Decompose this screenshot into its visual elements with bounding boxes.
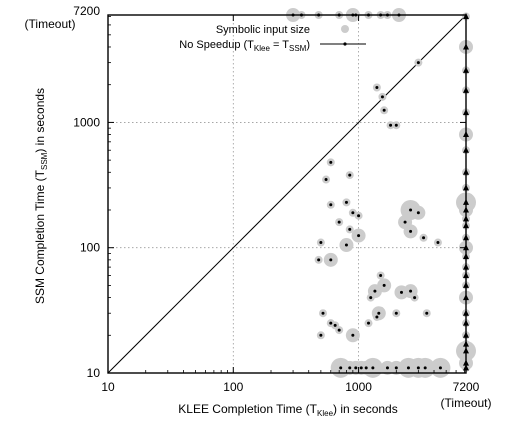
data-point [436,241,440,245]
data-point [385,366,389,370]
data-point [394,366,398,370]
legend-speedup-label: No Speedup (TKlee = TSSM) [179,39,310,53]
data-point [399,290,403,294]
data-point [375,315,379,319]
data-point [319,333,323,337]
data-point [319,241,323,245]
data-point [337,328,341,332]
data-point [416,366,420,370]
data-point [409,208,413,212]
data-point [425,311,429,315]
data-point [413,296,417,300]
data-point [344,243,348,247]
y-timeout-label: (Timeout) [25,17,76,31]
data-point [406,366,410,370]
y-tick-label: 1000 [73,115,100,129]
data-point [317,258,321,262]
data-point [423,366,427,370]
y-tick-label: 100 [80,241,100,255]
data-point [416,211,420,215]
data-point [371,366,375,370]
data-point [357,234,361,238]
data-point [348,227,352,231]
data-point [333,323,337,327]
data-point [389,123,393,127]
x-axis-label: KLEE Completion Time (TKlee) in seconds [178,402,397,418]
data-point [379,274,383,278]
data-point [403,220,407,224]
data-point [351,211,355,215]
data-point [337,220,341,224]
x-timeout-label: (Timeout) [441,396,492,410]
legend-size-label: Symbolic input size [216,24,310,36]
legend-speedup-marker [343,42,347,46]
data-point [348,366,352,370]
data-point [380,95,384,99]
x-tick-label: 1000 [345,380,372,394]
x-tick-label: 100 [223,380,243,394]
data-point [329,258,333,262]
data-point [324,178,328,182]
plot-frame [107,14,467,374]
data-point [367,321,371,325]
data-point [351,333,355,337]
data-point [329,160,333,164]
data-point [377,311,381,315]
data-point [369,296,373,300]
data-point [329,203,333,207]
data-point [359,366,363,370]
data-point [375,85,379,89]
legend-size-swatch [341,25,349,33]
data-point [329,321,333,325]
data-point [394,311,398,315]
x-tick-label: 7200 [453,380,480,394]
no-speedup-line-layer [107,14,467,374]
y-tick-label: 10 [87,366,101,380]
data-point [321,311,325,315]
y-axis-label: SSM Completion Time (TSSM) in seconds [33,88,49,304]
data-point [409,289,413,293]
data-point [354,366,358,370]
legend: Symbolic input size No Speedup (TKlee = … [179,24,366,53]
data-point [364,366,368,370]
data-point [422,236,426,240]
bubble-layer [286,8,476,378]
no-speedup-line [107,14,467,374]
y-tick-label: 7200 [73,4,100,18]
data-point [409,229,413,233]
data-point [339,366,343,370]
data-point [438,366,442,370]
data-point [416,61,420,65]
data-point [394,123,398,127]
data-point [348,173,352,177]
data-point [382,283,386,287]
x-tick-label: 10 [101,380,115,394]
data-point [357,214,361,218]
data-point [382,108,386,112]
data-point [344,200,348,204]
data-point [373,289,377,293]
